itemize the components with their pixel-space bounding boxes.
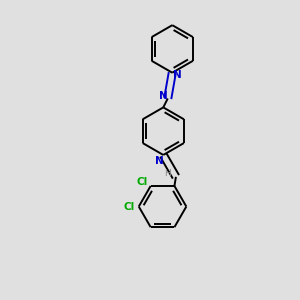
Text: Cl: Cl [137,177,148,188]
Text: H: H [164,169,170,178]
Text: Cl: Cl [124,202,135,212]
Text: N: N [155,157,164,166]
Text: N: N [159,91,167,101]
Text: N: N [173,70,182,80]
